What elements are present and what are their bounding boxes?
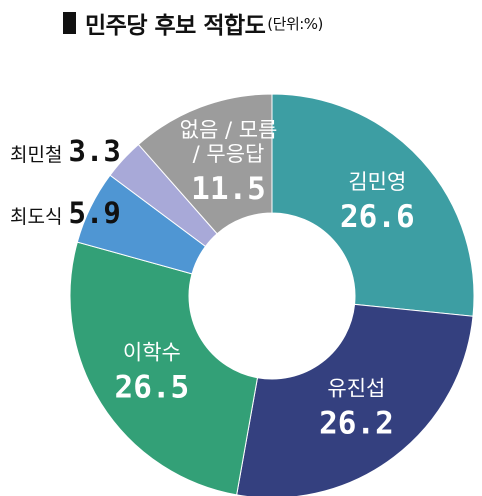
- chart-unit: (단위:%): [267, 14, 323, 33]
- slice-value: 3.3: [68, 134, 121, 168]
- chart-title: 민주당 후보 적합도 (단위:%): [63, 6, 323, 40]
- title-marker: [63, 12, 76, 34]
- slice-label: 없음 / 모름: [180, 118, 278, 142]
- slice-value: 11.5: [191, 171, 266, 207]
- slice-label: 최도식: [10, 206, 63, 228]
- donut-slice: [137, 93, 273, 235]
- donut-slice: [236, 303, 474, 496]
- slice-value: 26.2: [319, 406, 394, 442]
- slice-label: 김민영: [348, 170, 406, 194]
- slice-label: / 무응답: [193, 142, 265, 166]
- chart-title-text: 민주당 후보 적합도: [85, 13, 266, 39]
- slice-value: 5.9: [68, 196, 121, 230]
- slice-label: 최민철: [10, 144, 63, 166]
- slice-value: 26.5: [115, 370, 190, 406]
- slice-value: 26.6: [340, 199, 415, 235]
- donut-slice: [271, 93, 475, 317]
- donut-slice: [69, 241, 259, 496]
- slice-label: 유진섭: [327, 377, 385, 401]
- slice-label: 이학수: [123, 341, 181, 365]
- outside-label-choi-dosik: 최도식 5.9: [10, 196, 121, 230]
- outside-label-choi-mincheol: 최민철 3.3: [10, 134, 121, 168]
